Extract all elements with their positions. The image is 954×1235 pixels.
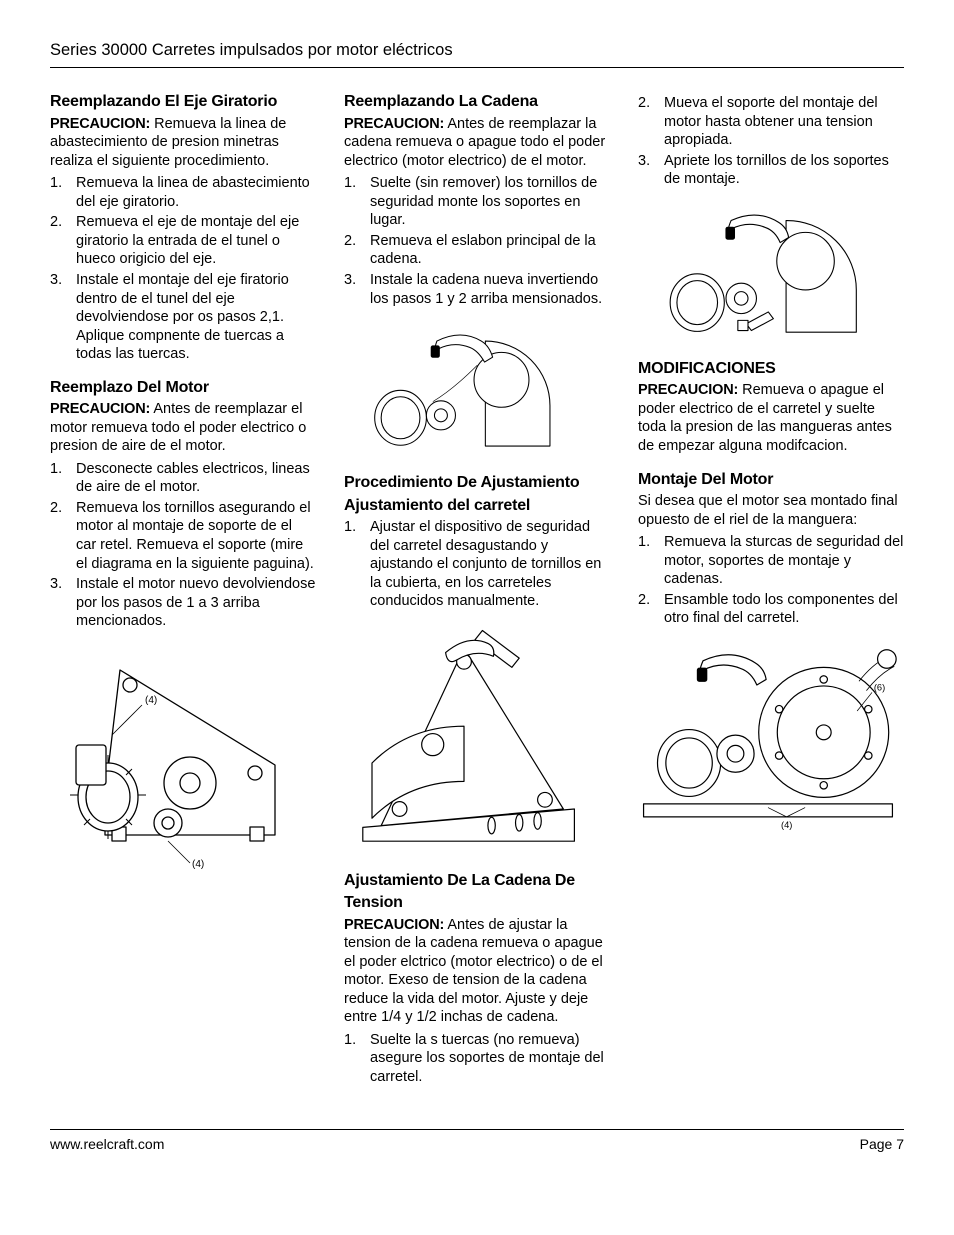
list-montaje-motor: Remueva la sturcas de seguridad del moto… bbox=[638, 533, 904, 628]
list-item: Instale el motor nuevo devolviendose por… bbox=[50, 575, 316, 631]
list-item: Ensamble todo los componentes del otro f… bbox=[638, 591, 904, 628]
list-item: Desconecte cables electricos, lineas de … bbox=[50, 460, 316, 497]
page-title: Series 30000 Carretes impulsados por mot… bbox=[50, 41, 453, 59]
sec-modificaciones: MODIFICACIONES PRECAUCION: Remueva o apa… bbox=[638, 359, 904, 456]
content-columns: Reemplazando El Eje Giratorio PRECAUCION… bbox=[50, 92, 904, 1100]
chain-icon bbox=[344, 322, 554, 457]
prec-label: PRECAUCION: bbox=[344, 116, 444, 132]
sec-cadena: Reemplazando La Cadena PRECAUCION: Antes… bbox=[344, 92, 610, 308]
list-item: Mueva el soporte del montaje del motor h… bbox=[638, 94, 904, 150]
list-item: Ajustar el dispositivo de seguridad del … bbox=[344, 518, 610, 611]
sec-tension: Ajustamiento De La Cadena De Tension PRE… bbox=[344, 871, 610, 1087]
heading-modificaciones: MODIFICACIONES bbox=[638, 359, 904, 379]
prec-label: PRECAUCION: bbox=[638, 382, 738, 398]
tension-icon bbox=[638, 203, 858, 343]
prec-label: PRECAUCION: bbox=[50, 116, 150, 132]
sec-montaje-motor: Montaje Del Motor Si desea que el motor … bbox=[638, 470, 904, 628]
page-footer: www.reelcraft.com Page 7 bbox=[50, 1129, 904, 1154]
footer-url: www.reelcraft.com bbox=[50, 1136, 164, 1154]
list-ajust-carretel: Ajustar el dispositivo de seguridad del … bbox=[344, 518, 610, 611]
list-tension-cont: Mueva el soporte del montaje del motor h… bbox=[638, 94, 904, 189]
motor-bracket-icon: (4) (4) bbox=[50, 645, 310, 875]
column-2: Reemplazando La Cadena PRECAUCION: Antes… bbox=[344, 92, 610, 1100]
figure-montaje: (6) (4) bbox=[638, 642, 904, 832]
sec-reemplazo-motor: Reemplazo Del Motor PRECAUCION: Antes de… bbox=[50, 378, 316, 631]
list-item: Apriete los tornillos de los soportes de… bbox=[638, 152, 904, 189]
fig-label: (4) bbox=[145, 695, 157, 706]
prec-modificaciones: PRECAUCION: Remueva o apague el poder el… bbox=[638, 381, 904, 455]
list-reemplazo-motor: Desconecte cables electricos, lineas de … bbox=[50, 460, 316, 631]
list-item: Instale el montaje del eje firatorio den… bbox=[50, 271, 316, 364]
list-tension: Suelte la s tuercas (no remueva) asegure… bbox=[344, 1031, 610, 1087]
page-header: Series 30000 Carretes impulsados por mot… bbox=[50, 40, 904, 68]
list-cadena: Suelte (sin remover) los tornillos de se… bbox=[344, 174, 610, 308]
figure-chain bbox=[344, 322, 610, 457]
list-item: Remueva la linea de abastecimiento del e… bbox=[50, 174, 316, 211]
heading-tension-a: Ajustamiento De La Cadena De bbox=[344, 871, 610, 891]
heading-ajust-carretel: Ajustamiento del carretel bbox=[344, 496, 610, 516]
prec-eje-giratorio: PRECAUCION: Remueva la linea de abasteci… bbox=[50, 115, 316, 171]
sec-ajust-carretel: Procedimiento De Ajustamiento Ajustamien… bbox=[344, 473, 610, 611]
list-eje-giratorio: Remueva la linea de abastecimiento del e… bbox=[50, 174, 316, 363]
heading-eje-giratorio: Reemplazando El Eje Giratorio bbox=[50, 92, 316, 112]
heading-montaje-motor: Montaje Del Motor bbox=[638, 470, 904, 490]
list-item: Suelte la s tuercas (no remueva) asegure… bbox=[344, 1031, 610, 1087]
figure-adjust bbox=[344, 625, 610, 855]
list-item: Suelte (sin remover) los tornillos de se… bbox=[344, 174, 610, 230]
heading-tension-b: Tension bbox=[344, 893, 610, 913]
list-item: Remueva los tornillos asegurando el moto… bbox=[50, 499, 316, 573]
list-item: Instale la cadena nueva invertiendo los … bbox=[344, 271, 610, 308]
list-item: Remueva la sturcas de seguridad del moto… bbox=[638, 533, 904, 589]
figure-tension bbox=[638, 203, 904, 343]
fig-label: (4) bbox=[781, 820, 792, 830]
prec-cadena: PRECAUCION: Antes de reemplazar la caden… bbox=[344, 115, 610, 171]
fig-label: (6) bbox=[874, 682, 885, 692]
list-item: Remueva el eje de montaje del eje girato… bbox=[50, 213, 316, 269]
figure-motor-bracket: (4) (4) bbox=[50, 645, 316, 875]
column-3: Mueva el soporte del montaje del motor h… bbox=[638, 92, 904, 1100]
heading-reemplazo-motor: Reemplazo Del Motor bbox=[50, 378, 316, 398]
footer-page: Page 7 bbox=[860, 1136, 904, 1154]
prec-reemplazo-motor: PRECAUCION: Antes de reemplazar el motor… bbox=[50, 400, 316, 456]
fig-label: (4) bbox=[192, 859, 204, 870]
intro-montaje-motor: Si desea que el motor sea montado final … bbox=[638, 492, 904, 529]
prec-tension: PRECAUCION: Antes de ajustar la tension … bbox=[344, 916, 610, 1027]
column-1: Reemplazando El Eje Giratorio PRECAUCION… bbox=[50, 92, 316, 1100]
heading-ajust-proc: Procedimiento De Ajustamiento bbox=[344, 473, 610, 493]
adjust-icon bbox=[344, 625, 584, 855]
prec-label: PRECAUCION: bbox=[344, 917, 444, 933]
montaje-icon: (6) (4) bbox=[638, 642, 898, 832]
heading-cadena: Reemplazando La Cadena bbox=[344, 92, 610, 112]
list-item: Remueva el eslabon principal de la caden… bbox=[344, 232, 610, 269]
prec-label: PRECAUCION: bbox=[50, 401, 150, 417]
sec-eje-giratorio: Reemplazando El Eje Giratorio PRECAUCION… bbox=[50, 92, 316, 364]
